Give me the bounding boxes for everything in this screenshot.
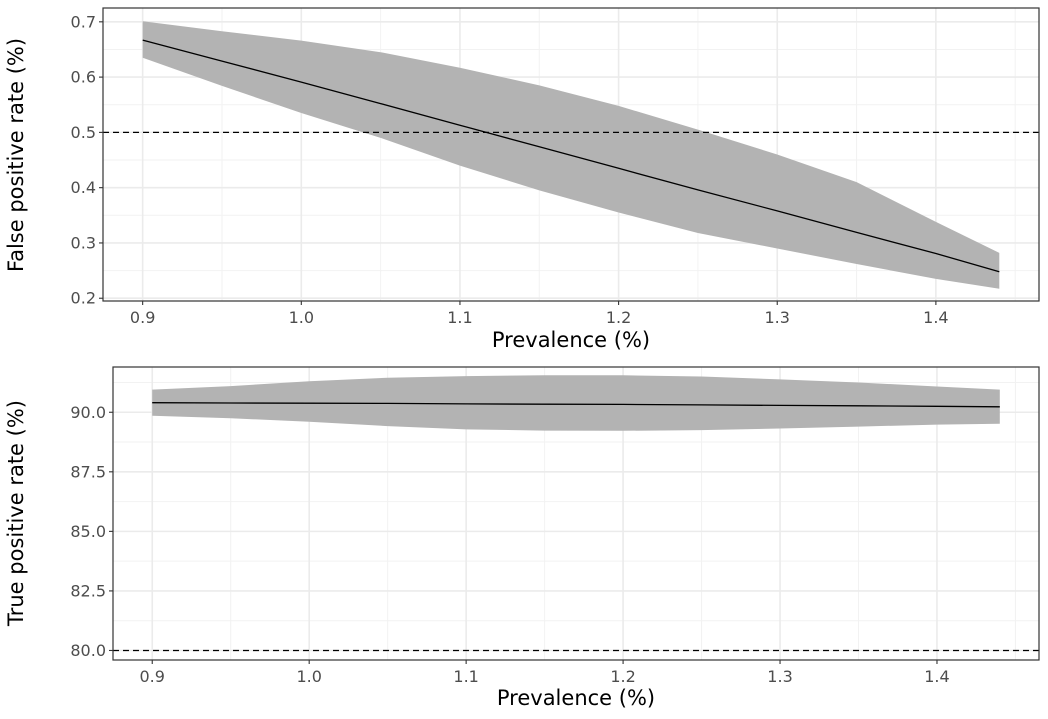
y-tick-label: 87.5 — [70, 462, 106, 481]
y-tick-label: 0.3 — [71, 233, 96, 252]
x-tick-label: 1.1 — [453, 667, 478, 686]
y-axis-title-false-positive: False positive rate (%) — [4, 38, 28, 272]
x-tick-label: 1.4 — [924, 667, 949, 686]
panel-border — [102, 7, 1040, 302]
x-tick-label: 1.4 — [923, 308, 948, 327]
y-tick-label: 82.5 — [70, 581, 106, 600]
y-tick-label: 0.7 — [71, 12, 96, 31]
confidence-band — [152, 375, 1000, 431]
x-tick-label: 1.2 — [606, 308, 631, 327]
false-positive-panel: False positive rate (%) Prevalence (%) 0… — [4, 7, 1040, 352]
x-tick-label: 0.9 — [130, 308, 155, 327]
y-tick-label: 85.0 — [70, 522, 106, 541]
x-tick-label: 0.9 — [140, 667, 165, 686]
x-tick-label: 1.1 — [447, 308, 472, 327]
true-positive-panel: True positive rate (%) Prevalence (%) 0.… — [4, 366, 1040, 710]
y-tick-label: 0.6 — [71, 68, 96, 87]
y-tick-label: 90.0 — [70, 403, 106, 422]
x-axis-title-true-positive: Prevalence (%) — [497, 686, 655, 710]
y-axis-title-true-positive: True positive rate (%) — [4, 400, 28, 627]
y-tick-label: 80.0 — [70, 641, 106, 660]
x-tick-label: 1.0 — [289, 308, 314, 327]
y-tick-label: 0.4 — [71, 178, 96, 197]
x-tick-label: 1.0 — [296, 667, 321, 686]
x-tick-label: 1.2 — [610, 667, 635, 686]
x-tick-label: 1.3 — [767, 667, 792, 686]
estimate-line — [142, 39, 1000, 273]
estimate-line — [152, 402, 1000, 408]
y-tick-label: 0.2 — [71, 289, 96, 308]
x-axis-title-false-positive: Prevalence (%) — [492, 328, 650, 352]
x-tick-label: 1.3 — [765, 308, 790, 327]
panel-border — [112, 366, 1040, 661]
y-tick-label: 0.5 — [71, 123, 96, 142]
